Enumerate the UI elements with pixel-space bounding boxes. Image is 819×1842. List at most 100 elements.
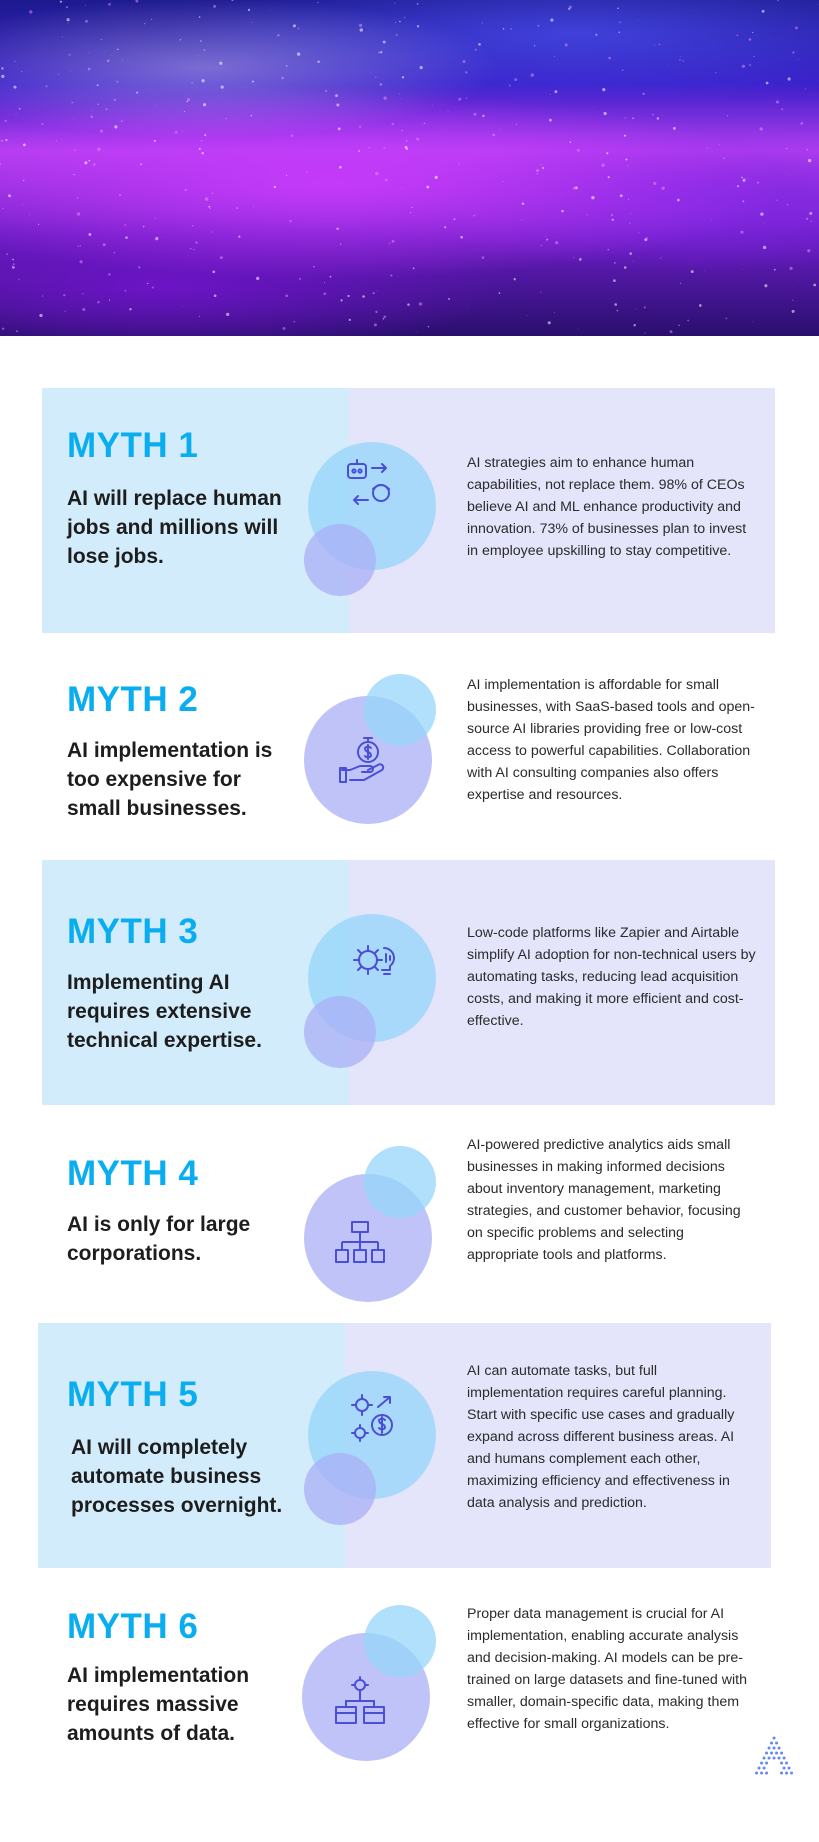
sparkle-dot [138,266,141,269]
sparkle-dot [113,98,117,102]
sparkle-dot [220,85,224,89]
sparkle-dot [71,101,74,104]
sparkle-dot [55,140,57,142]
decor-circle-small [364,1146,436,1218]
sparkle-dot [618,31,621,33]
sparkle-dot [785,172,787,174]
sparkle-dot [611,214,614,217]
sparkle-dot [602,87,606,92]
sparkle-dot [555,241,559,245]
sparkle-dot [105,108,108,111]
sparkle-dot [85,19,88,23]
sparkle-dot [573,256,575,258]
sparkle-dot [608,56,611,60]
sparkle-dot [711,219,712,221]
sparkle-dot [72,118,74,119]
sparkle-dot [129,308,132,311]
sparkle-dot [324,89,328,93]
sparkle-dot [323,292,327,296]
sparkle-dot [189,247,192,250]
sparkle-dot [111,55,113,56]
sparkle-dot [809,211,813,215]
myth-title: AI is only for large corporations. [67,1213,251,1265]
sparkle-dot [179,39,182,41]
sparkle-dot [198,55,200,57]
sparkle-dot [121,59,123,61]
logo-dot [782,1766,786,1770]
logo-dot [777,1756,781,1760]
sparkle-dot [550,18,554,22]
sparkle-dot [498,292,501,294]
sparkle-dot [458,97,462,101]
sparkle-dot [466,306,468,308]
sparkle-dot [764,284,768,288]
sparkle-dot [759,127,763,131]
sparkle-dot [252,21,253,23]
sparkle-dot [97,103,100,106]
sparkle-dot [482,114,485,118]
sparkle-dot [18,107,21,110]
sparkle-dot [578,258,582,261]
logo-dot [775,1741,778,1745]
sparkle-dot [805,217,809,221]
sparkle-dot [201,79,205,83]
sparkle-dot [16,330,18,332]
sparkle-dot [553,56,555,58]
sparkle-dot [537,24,540,27]
sparkle-dot [741,176,743,179]
hero-banner-image [0,0,819,336]
sparkle-dot [473,214,476,217]
sparkle-dot [534,45,536,47]
sparkle-dot [378,51,380,54]
sparkle-dot [317,1,319,3]
sparkle-dot [114,125,118,129]
sparkle-dot [473,112,477,116]
sparkle-dot [669,330,673,334]
sparkle-dot [407,303,410,306]
sparkle-dot [76,197,79,199]
myth-card-left-panel [42,860,349,1105]
sparkle-dot [621,69,624,71]
sparkle-dot [777,0,779,2]
sparkle-dot [100,38,102,41]
sparkle-dot [536,169,540,173]
sparkle-dot [465,71,468,74]
sparkle-dot [41,123,44,125]
sparkle-dot [236,207,239,210]
sparkle-dot [65,6,69,9]
sparkle-dot [607,248,609,251]
sparkle-dot [742,200,745,203]
sparkle-dot [536,173,538,175]
gear-data-boxes-icon [335,1676,385,1724]
sparkle-dot [753,55,755,57]
sparkle-dot [106,59,110,63]
sparkle-dot [93,148,94,149]
sparkle-dot [646,237,648,239]
sparkle-dot [379,83,383,86]
sparkle-dot [781,108,784,111]
sparkle-dot [213,4,217,8]
sparkle-dot [358,125,362,128]
sparkle-dot [144,23,146,25]
sparkle-dot [656,117,660,120]
sparkle-dot [630,212,632,214]
sparkle-dot [382,317,385,320]
sparkle-dot [384,178,388,182]
sparkle-dot [85,4,87,6]
sparkle-dot [182,130,184,132]
sparkle-dot [572,186,576,190]
sparkle-dot [90,115,94,119]
myth-description: Proper data management is crucial for AI… [467,1606,747,1732]
decor-circle-small [304,524,376,596]
logo-dot [772,1736,776,1740]
myth-card-4: MYTH 4 AI is only for large corporations… [42,1134,775,1379]
sparkle-dot [760,212,764,216]
sparkle-dot [204,134,207,137]
sparkle-dot [593,107,595,108]
sparkle-dot [362,295,365,298]
sparkle-dot [394,2,396,4]
sparkle-dot [619,194,623,198]
sparkle-dot [568,5,572,9]
sparkle-dot [623,134,627,137]
sparkle-dot [324,282,326,284]
